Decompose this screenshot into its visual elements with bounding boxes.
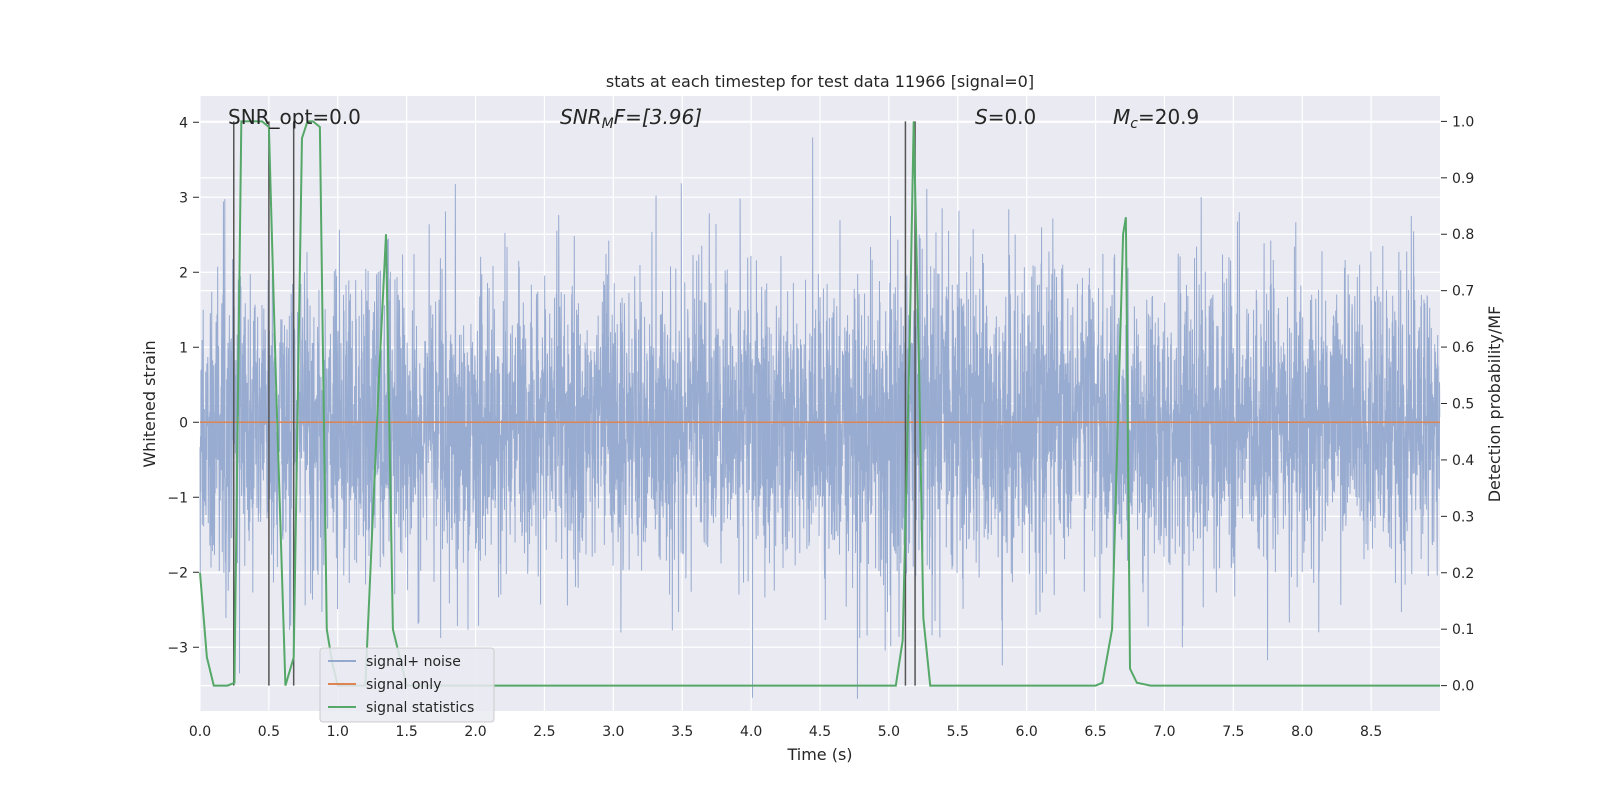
legend-box: [319, 647, 495, 723]
y2-tick-label: 0.6: [1452, 340, 1474, 356]
legend-label-noise: signal+ noise: [366, 654, 461, 670]
annotation-mc: Mc=20.9: [1113, 105, 1199, 132]
x-tick-label: 3.0: [602, 724, 624, 740]
y2-tick-label: 0.2: [1452, 566, 1474, 582]
y-tick-label: −2: [167, 565, 188, 581]
annotation-snr-mf-rest: F=[3.96]: [614, 105, 702, 129]
x-tick-label: 5.0: [878, 724, 900, 740]
y2-tick-label: 0.7: [1452, 284, 1474, 300]
x-tick-label: 8.5: [1360, 724, 1382, 740]
y2-tick-label: 1.0: [1452, 114, 1474, 130]
signal-noise-series: [199, 137, 1441, 699]
annotation-mc-main: M: [1113, 105, 1130, 129]
y-axis-label: Whitened strain: [140, 340, 159, 467]
x-tick-label: 7.0: [1153, 724, 1175, 740]
y2-tick-label: 0.1: [1452, 622, 1474, 638]
legend-label-signal-only: signal only: [366, 677, 441, 693]
x-tick-label: 3.5: [671, 724, 693, 740]
y-axis-ticks: 4 3 2 1 0 −1 −2 −3: [167, 115, 199, 656]
y2-tick-label: 0.3: [1452, 509, 1474, 525]
x-tick-label: 6.0: [1016, 724, 1038, 740]
x-axis-ticks: 0.0 0.5 1.0 1.5 2.0 2.5 3.0 3.5 4.0 4.5 5.0 5.5 6.0 6…: [189, 724, 1382, 740]
annotation-snr-mf-main: SNR: [560, 105, 602, 129]
x-tick-label: 0.0: [189, 724, 211, 740]
vertical-marker-lines: [233, 121, 916, 686]
annotation-s-main: S: [975, 105, 988, 129]
chart-title: stats at each timestep for test data 119…: [606, 72, 1034, 91]
y-tick-label: 0: [179, 415, 188, 431]
y2-axis-ticks: 1.0 0.9 0.8 0.7 0.6 0.5 0.4 0.3 0.2 0.1 0.0: [1441, 114, 1474, 695]
y2-tick-label: 0.5: [1452, 397, 1474, 413]
annotation-s-rest: =0.0: [988, 105, 1037, 129]
y-tick-label: 1: [179, 340, 188, 356]
annotation-snr-opt: SNR_opt=0.0: [228, 105, 361, 129]
x-tick-label: 1.0: [327, 724, 349, 740]
y-tick-label: −1: [167, 490, 188, 506]
y2-axis-label: Detection probability/MF: [1485, 306, 1504, 503]
y-tick-label: −3: [167, 640, 188, 656]
x-tick-label: 2.0: [464, 724, 486, 740]
y-tick-label: 2: [179, 265, 188, 281]
x-axis-label: Time (s): [786, 745, 852, 764]
x-tick-label: 0.5: [258, 724, 280, 740]
legend: signal+ noise signal only signal statist…: [319, 647, 495, 723]
y-tick-label: 3: [179, 190, 188, 206]
y2-tick-label: 0.9: [1452, 171, 1474, 187]
x-tick-label: 2.5: [533, 724, 555, 740]
annotation-s: S=0.0: [975, 105, 1036, 129]
x-tick-label: 4.5: [809, 724, 831, 740]
x-tick-label: 4.0: [740, 724, 762, 740]
legend-label-statistics: signal statistics: [366, 700, 474, 716]
annotation-snr-mf: SNRMF=[3.96]: [560, 105, 702, 132]
signal-noise-line: [199, 137, 1441, 699]
y2-tick-label: 0.4: [1452, 453, 1474, 469]
x-tick-label: 7.5: [1222, 724, 1244, 740]
x-tick-label: 1.5: [396, 724, 418, 740]
y-tick-label: 4: [179, 115, 188, 131]
y2-tick-label: 0.0: [1452, 679, 1474, 695]
annotation-mc-sub: c: [1130, 116, 1138, 132]
annotation-snr-mf-sub: M: [602, 116, 614, 132]
annotation-mc-rest: =20.9: [1138, 105, 1199, 129]
x-tick-label: 5.5: [947, 724, 969, 740]
y2-tick-label: 0.8: [1452, 227, 1474, 243]
x-tick-label: 6.5: [1084, 724, 1106, 740]
x-tick-label: 8.0: [1291, 724, 1313, 740]
